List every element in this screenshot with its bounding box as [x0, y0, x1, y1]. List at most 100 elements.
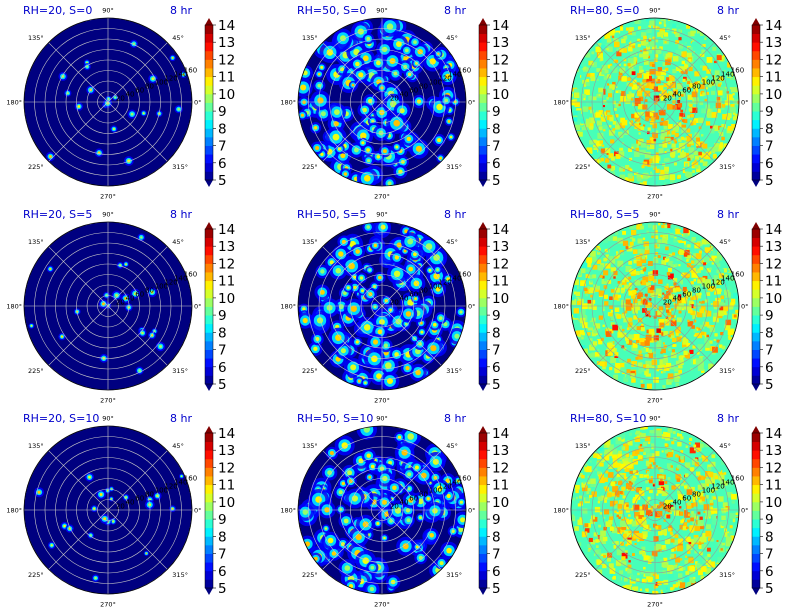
colorbar-segment [752, 519, 760, 528]
radial-tick-label: 80 [419, 491, 428, 499]
field-cell [666, 158, 670, 162]
colorbar-segment [205, 467, 213, 476]
field-cell [726, 134, 731, 139]
field-cell [626, 28, 629, 31]
field-cell [577, 131, 579, 133]
field-cell [730, 525, 733, 528]
field-cell [617, 315, 621, 319]
field-cell [707, 109, 710, 112]
field-cell [599, 291, 604, 296]
field-cell [735, 310, 739, 314]
colorbar-tick-label: 12 [765, 256, 782, 272]
field-cell [648, 433, 651, 436]
field-cell [674, 565, 677, 568]
field-cell [615, 308, 620, 313]
field-cell [656, 588, 659, 591]
colorbar-segment [205, 528, 213, 537]
field-cell [593, 453, 598, 458]
field-cell [663, 121, 668, 126]
field-cell [584, 288, 587, 291]
field-cell [600, 140, 604, 144]
field-cell [621, 39, 626, 44]
field-cell [732, 98, 735, 101]
colorbar-segment [205, 502, 213, 511]
colorbar-segment [479, 442, 487, 451]
field-cell [675, 33, 679, 37]
colorbar-segment [205, 433, 213, 442]
field-cell [651, 236, 654, 239]
colorbar-segment [479, 263, 487, 272]
colorbar-tick-label: 6 [492, 360, 501, 376]
field-cell [615, 501, 618, 504]
field-cell [734, 315, 737, 318]
field-cell [725, 100, 730, 105]
angle-label: 0° [468, 303, 475, 311]
angle-label: 45° [719, 442, 731, 450]
colorbar-tick-label: 8 [218, 121, 227, 137]
field-cell [708, 467, 712, 471]
colorbar-segment [205, 51, 213, 60]
field-cell [652, 64, 655, 67]
colorbar-segment [205, 94, 213, 103]
field-cell [608, 472, 614, 478]
field-cell [690, 114, 694, 118]
field-cell [579, 496, 582, 499]
colorbar-segment [479, 307, 487, 316]
panel-time-label: 8 hr [170, 4, 192, 17]
field-cell [668, 477, 671, 480]
colorbar-extend-max [205, 426, 213, 433]
field-cell [699, 499, 702, 502]
field-cell [711, 303, 713, 305]
field-cell [618, 504, 623, 509]
field-cell [626, 519, 629, 522]
colorbar-tick-label: 6 [765, 360, 774, 376]
field-cell [634, 334, 640, 340]
radial-tick-label: 40 [673, 295, 682, 303]
hotspot [361, 379, 369, 387]
field-cell [640, 226, 644, 230]
colorbar-segment [479, 120, 487, 129]
field-cell [641, 384, 645, 388]
angle-label: 90° [102, 211, 114, 219]
colorbar-segment [752, 59, 760, 68]
field-cell [620, 363, 624, 367]
field-cell [623, 495, 626, 498]
field-cell [606, 97, 609, 100]
field-cell [667, 149, 670, 152]
angle-label: 0° [468, 507, 475, 515]
field-cell [672, 252, 675, 255]
angle-label: 315° [172, 571, 188, 579]
field-cell [674, 510, 679, 515]
angle-label: 0° [741, 507, 748, 515]
field-cell [588, 107, 591, 110]
field-cell [581, 268, 586, 273]
field-cell [656, 130, 659, 133]
hotspot [310, 553, 322, 565]
colorbar-segment [205, 272, 213, 281]
field-cell [672, 338, 676, 342]
hotspot [58, 333, 65, 340]
field-cell [644, 91, 650, 97]
colorbar-tick-label: 7 [765, 343, 774, 359]
field-cell [683, 79, 686, 82]
field-cell [641, 249, 645, 253]
colorbar-tick-label: 10 [492, 495, 509, 511]
field-cell [686, 527, 689, 530]
field-cell [677, 455, 679, 457]
colorbar-segment [752, 171, 760, 180]
field-cell [635, 543, 637, 545]
field-cell [685, 571, 689, 575]
field-cell [689, 438, 692, 441]
colorbar-tick-label: 10 [492, 291, 509, 307]
colorbar-segment [205, 579, 213, 588]
field-cell [612, 325, 618, 331]
colorbar-segment [479, 511, 487, 520]
field-cell [680, 110, 683, 113]
colorbar-segment [752, 94, 760, 103]
radial-tick-label: 40 [126, 295, 135, 303]
field-cell [632, 45, 635, 48]
colorbar-segment [479, 341, 487, 350]
colorbar-tick-label: 10 [765, 495, 782, 511]
field-cell [647, 147, 650, 150]
